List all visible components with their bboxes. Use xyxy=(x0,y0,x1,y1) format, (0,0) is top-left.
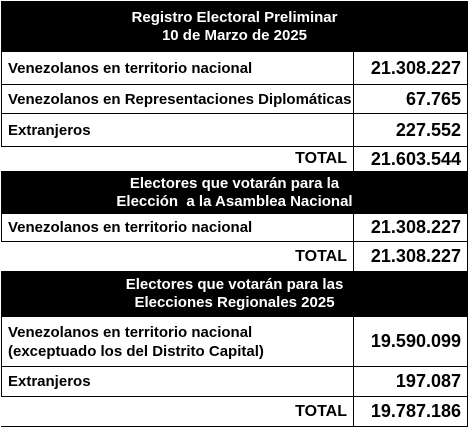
row-value: 19.590.099 xyxy=(353,316,468,367)
data-row: Venezolanos en Representaciones Diplomát… xyxy=(1,84,468,114)
data-row: Extranjeros 227.552 xyxy=(1,113,468,147)
section-header: Electores que votarán para las Elecciones… xyxy=(1,271,468,317)
total-value: 19.787.186 xyxy=(353,396,468,427)
row-value: 21.308.227 xyxy=(353,213,468,242)
label-line: Venezolanos en territorio nacional xyxy=(8,323,253,341)
data-row: Venezolanos en territorio nacional 21.308… xyxy=(1,213,468,242)
data-row: Venezolanos en territorio nacional (excep… xyxy=(1,316,468,367)
row-value: 21.308.227 xyxy=(353,51,468,85)
row-value: 227.552 xyxy=(353,113,468,147)
section-header-row: Electores que votarán para las Elecciones… xyxy=(1,271,468,317)
total-value: 21.603.544 xyxy=(353,146,468,172)
total-label: TOTAL xyxy=(1,146,354,172)
row-label: Venezolanos en territorio nacional xyxy=(1,213,354,242)
label-line: (exceptuado los del Distrito Capital) xyxy=(8,342,264,360)
total-label: TOTAL xyxy=(1,396,354,427)
row-value: 197.087 xyxy=(353,366,468,397)
row-label: Venezolanos en territorio nacional xyxy=(1,51,354,85)
label-line: Venezolanos en Representaciones Diplomát… xyxy=(8,90,352,108)
total-row: TOTAL 21.603.544 xyxy=(1,146,468,172)
header-line: 10 de Marzo de 2025 xyxy=(161,26,308,44)
total-row: TOTAL 21.308.227 xyxy=(1,241,468,272)
header-line: Registro Electoral Preliminar xyxy=(131,8,338,26)
header-line: Electores que votarán para las xyxy=(125,276,344,293)
section-header: Electores que votarán para la Elección a … xyxy=(1,171,468,214)
data-row: Venezolanos en territorio nacional 21.308… xyxy=(1,51,468,85)
label-line: Extranjeros xyxy=(8,121,91,139)
header-line: Elección a la Asamblea Nacional xyxy=(116,192,353,210)
label-line: Venezolanos en territorio nacional xyxy=(8,219,253,236)
total-value: 21.308.227 xyxy=(353,241,468,272)
row-value: 67.765 xyxy=(353,84,468,114)
section-header-row: Registro Electoral Preliminar 10 de Marzo… xyxy=(1,1,468,52)
label-line: Venezolanos en territorio nacional xyxy=(8,59,253,77)
total-row: TOTAL 19.787.186 xyxy=(1,396,468,427)
data-row: Extranjeros 197.087 xyxy=(1,366,468,397)
row-label: Venezolanos en Representaciones Diplomát… xyxy=(1,84,354,114)
total-label: TOTAL xyxy=(1,241,354,272)
section-header-row: Electores que votarán para la Elección a … xyxy=(1,171,468,214)
section-header: Registro Electoral Preliminar 10 de Marzo… xyxy=(1,1,468,52)
row-label: Extranjeros xyxy=(1,113,354,147)
label-line: Extranjeros xyxy=(8,373,91,390)
header-line: Elecciones Regionales 2025 xyxy=(134,294,335,311)
row-label: Extranjeros xyxy=(1,366,354,397)
row-label: Venezolanos en territorio nacional (excep… xyxy=(1,316,354,367)
header-line: Electores que votarán para la xyxy=(129,174,340,192)
